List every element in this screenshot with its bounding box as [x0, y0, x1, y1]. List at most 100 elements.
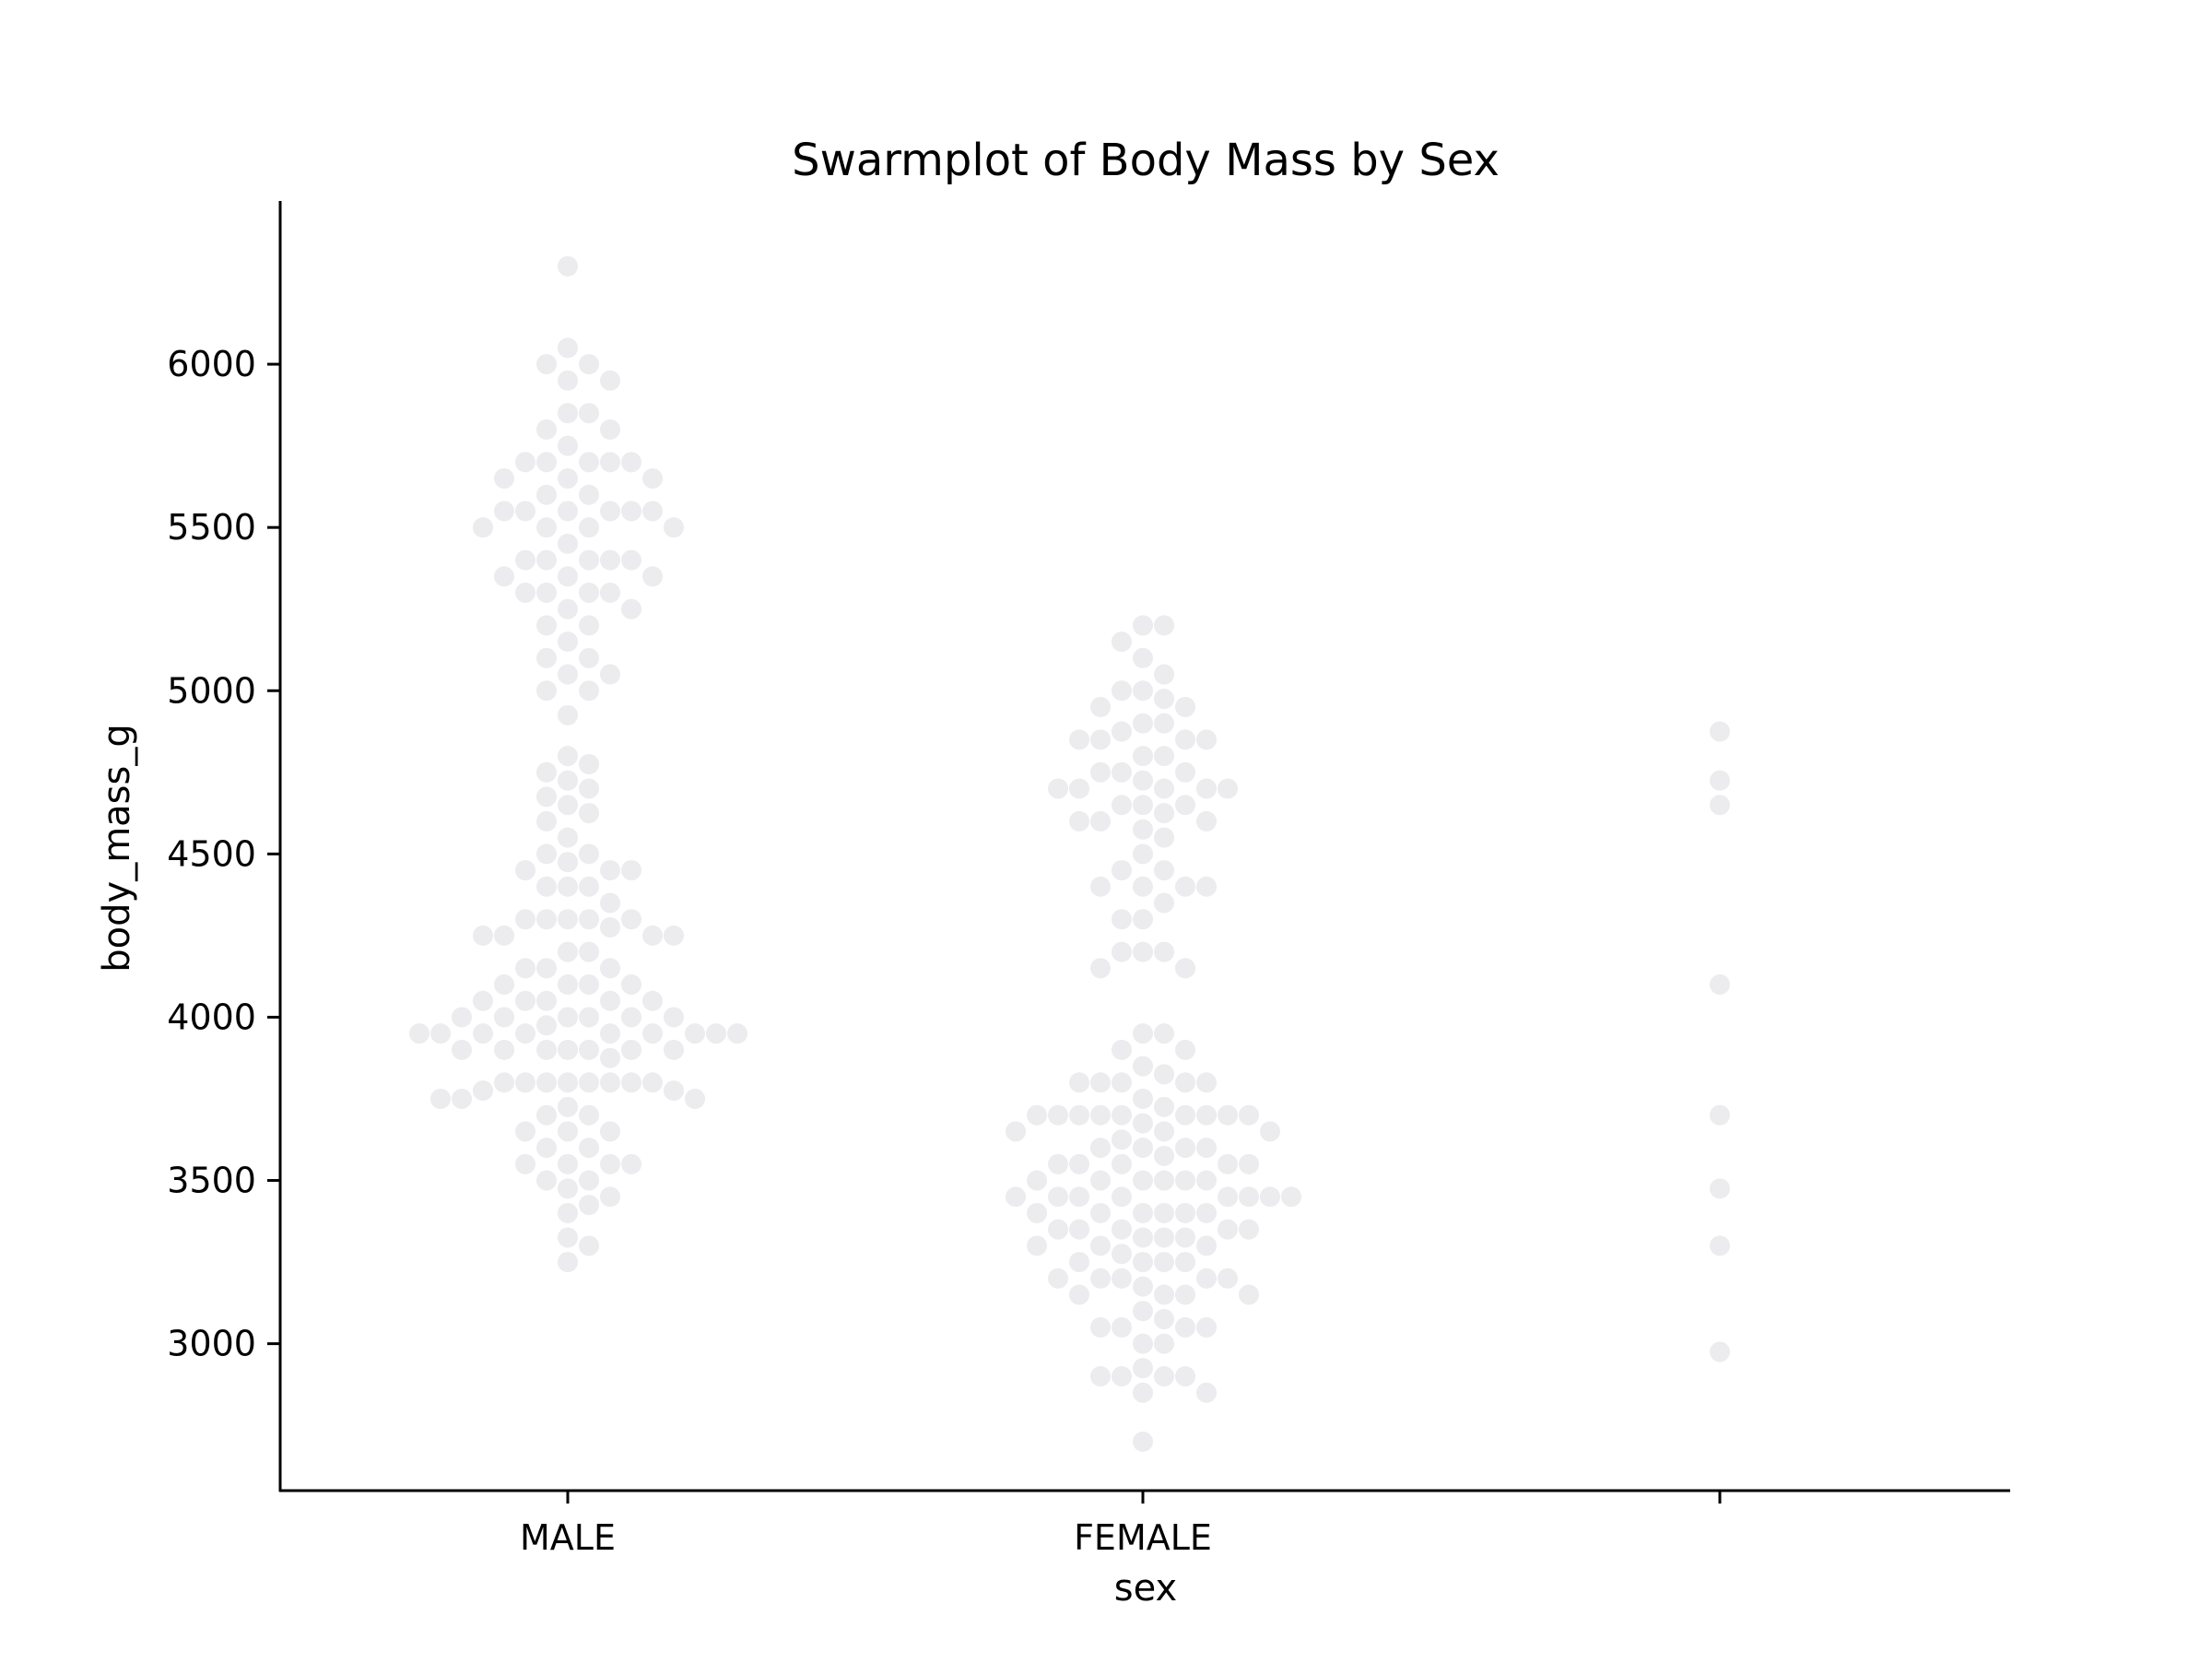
data-point [1133, 1431, 1153, 1452]
data-point [1710, 770, 1730, 791]
data-point [558, 566, 578, 587]
data-point [558, 1178, 578, 1199]
data-point [1069, 729, 1089, 750]
data-point [579, 484, 599, 505]
data-point [1133, 1023, 1153, 1044]
points-layer [409, 255, 1730, 1452]
data-point [1710, 1104, 1730, 1126]
data-point [1090, 1268, 1111, 1289]
data-point [579, 403, 599, 424]
y-tick-label: 4000 [167, 997, 256, 1037]
data-point [621, 452, 641, 473]
data-point [1154, 1309, 1174, 1330]
data-point [1196, 729, 1217, 750]
data-point [1218, 1186, 1238, 1208]
data-point [536, 419, 557, 440]
data-point [1112, 1219, 1132, 1240]
data-point [1112, 1244, 1132, 1265]
data-point [685, 1023, 705, 1044]
data-point [515, 958, 535, 979]
data-point [642, 1023, 663, 1044]
data-point [1154, 1252, 1174, 1273]
data-point [1112, 1366, 1132, 1387]
data-point [579, 549, 599, 571]
data-point [430, 1088, 451, 1109]
data-point [536, 1015, 557, 1036]
data-point [579, 615, 599, 636]
data-point [1196, 1104, 1217, 1126]
data-point [1112, 680, 1132, 702]
data-point [1175, 958, 1195, 979]
y-tick-label: 3500 [167, 1161, 256, 1201]
data-point [1133, 795, 1153, 816]
data-point [600, 892, 620, 914]
data-point [1196, 1235, 1217, 1256]
data-point [600, 958, 620, 979]
data-point [579, 803, 599, 824]
data-point [1133, 1276, 1153, 1297]
data-point [1175, 696, 1195, 717]
data-point [536, 876, 557, 897]
data-point [1133, 647, 1153, 668]
data-point [579, 974, 599, 996]
data-point [1112, 1072, 1132, 1093]
data-point [1154, 1284, 1174, 1305]
x-tick-label: MALE [520, 1517, 616, 1558]
data-point [558, 1227, 578, 1248]
data-point [1112, 1186, 1132, 1208]
data-point [579, 517, 599, 538]
data-point [1239, 1284, 1259, 1305]
data-point [1196, 778, 1217, 799]
data-point [579, 843, 599, 865]
data-point [664, 1039, 684, 1060]
data-point [1133, 770, 1153, 791]
data-point [473, 990, 493, 1011]
data-point [536, 484, 557, 505]
data-point [600, 917, 620, 938]
data-point [1112, 1039, 1132, 1060]
data-point [1154, 1333, 1174, 1354]
data-point [1710, 1178, 1730, 1199]
data-point [558, 1252, 578, 1273]
data-point [600, 860, 620, 881]
data-point [1048, 1153, 1068, 1174]
data-point [600, 1047, 620, 1068]
data-point [1175, 729, 1195, 750]
data-point [515, 860, 535, 881]
data-point [621, 1153, 641, 1174]
data-point [579, 876, 599, 897]
data-point [1175, 1252, 1195, 1273]
data-point [1154, 689, 1174, 710]
data-point [1154, 1366, 1174, 1387]
data-point [1048, 778, 1068, 799]
data-point [1112, 860, 1132, 881]
data-point [1196, 1268, 1217, 1289]
data-point [558, 1039, 578, 1060]
data-point [579, 1235, 599, 1256]
data-point [1218, 778, 1238, 799]
data-point [558, 876, 578, 897]
data-point [642, 1072, 663, 1093]
data-point [494, 468, 514, 489]
data-point [1048, 1104, 1068, 1126]
data-point [1196, 876, 1217, 897]
data-point [1196, 810, 1217, 832]
data-point [1112, 1316, 1132, 1338]
data-point [558, 664, 578, 685]
data-point [1133, 1382, 1153, 1403]
data-point [1154, 860, 1174, 881]
data-point [1090, 1366, 1111, 1387]
data-point [1090, 810, 1111, 832]
data-point [1006, 1186, 1026, 1208]
data-point [558, 1007, 578, 1028]
data-point [1239, 1186, 1259, 1208]
data-point [685, 1088, 705, 1109]
data-point [558, 974, 578, 996]
data-point [706, 1023, 726, 1044]
data-point [1175, 1284, 1195, 1305]
data-point [1154, 778, 1174, 799]
data-point [1112, 1104, 1132, 1126]
data-point [1133, 1333, 1153, 1354]
data-point [1133, 1202, 1153, 1223]
data-point [1175, 1039, 1195, 1060]
